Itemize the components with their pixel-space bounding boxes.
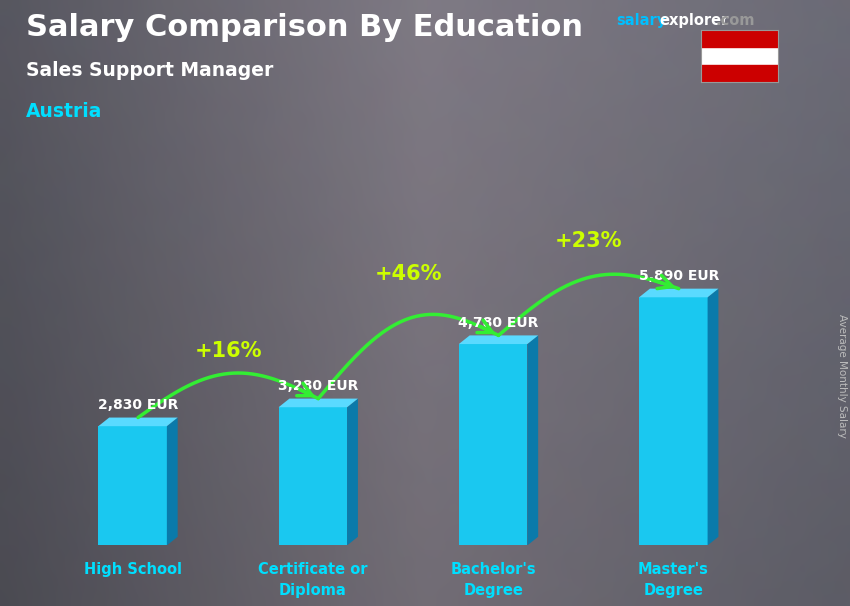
Polygon shape <box>99 418 178 426</box>
Text: .com: .com <box>716 13 755 28</box>
Text: salary: salary <box>616 13 666 28</box>
Polygon shape <box>347 399 358 545</box>
Text: Austria: Austria <box>26 102 102 121</box>
Bar <box>639 298 707 545</box>
Text: 2,830 EUR: 2,830 EUR <box>98 398 178 412</box>
Bar <box>279 407 347 545</box>
Text: explorer: explorer <box>660 13 729 28</box>
Polygon shape <box>459 335 538 344</box>
Polygon shape <box>639 288 718 298</box>
Polygon shape <box>707 288 718 545</box>
Text: +46%: +46% <box>375 264 442 284</box>
Text: 3,280 EUR: 3,280 EUR <box>278 379 359 393</box>
Polygon shape <box>279 399 358 407</box>
Polygon shape <box>527 335 538 545</box>
Bar <box>99 426 167 545</box>
Text: Average Monthly Salary: Average Monthly Salary <box>837 314 847 438</box>
Text: Salary Comparison By Education: Salary Comparison By Education <box>26 13 582 42</box>
Text: +23%: +23% <box>555 231 622 251</box>
Text: 5,890 EUR: 5,890 EUR <box>638 270 719 284</box>
Text: +16%: +16% <box>195 341 262 361</box>
Text: Sales Support Manager: Sales Support Manager <box>26 61 273 79</box>
Bar <box>701 30 778 47</box>
Bar <box>459 344 527 545</box>
Bar <box>701 65 778 82</box>
Text: 4,780 EUR: 4,780 EUR <box>458 316 539 330</box>
Polygon shape <box>167 418 178 545</box>
